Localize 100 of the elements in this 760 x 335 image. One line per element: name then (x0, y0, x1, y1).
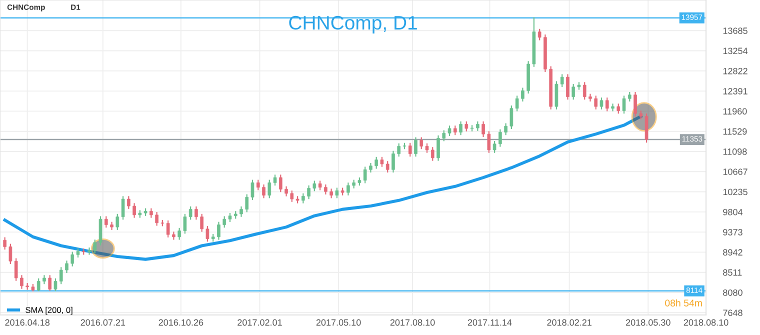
candlestick (600, 98, 604, 110)
candlestick (392, 150, 395, 172)
candlestick (374, 156, 378, 169)
candlestick (572, 84, 576, 100)
y-tick-label: 9804 (723, 208, 743, 216)
candlestick (54, 278, 58, 292)
candlestick (290, 190, 294, 202)
candlestick (408, 142, 412, 157)
y-tick-label: 9373 (723, 229, 742, 236)
candlestick (110, 222, 114, 230)
candlestick (588, 94, 592, 102)
candlestick (88, 248, 91, 255)
candlestick (116, 214, 120, 230)
candlestick (36, 278, 40, 292)
candlestick (222, 216, 226, 228)
candlestick (250, 180, 254, 200)
candlestick (178, 228, 181, 240)
x-tick-label: 2018.08.10 (684, 319, 728, 326)
candlestick (634, 92, 637, 116)
candlestick (420, 137, 424, 150)
candlestick (504, 123, 508, 136)
x-tick-label: 2016.07.21 (80, 319, 126, 326)
candlestick (127, 196, 130, 209)
candlestick (121, 196, 125, 220)
candlestick (335, 188, 339, 198)
legend-label: SMA [200, 0] (26, 306, 72, 315)
y-tick-label: 7648 (723, 310, 742, 316)
candlestick (183, 214, 187, 234)
candlestick (430, 147, 434, 161)
annotation: 08h 54m (665, 299, 702, 306)
candlestick (566, 74, 570, 100)
candlestick (560, 74, 564, 87)
candlestick (14, 258, 18, 281)
y-tick-label: 13254 (723, 48, 748, 54)
candlestick (8, 244, 12, 264)
candlestick (459, 121, 462, 136)
candlestick (104, 216, 108, 228)
candlestick (70, 252, 74, 266)
candlestick (200, 214, 204, 232)
candlestick (346, 182, 350, 196)
candlestick (448, 126, 452, 136)
candlestick (172, 232, 176, 240)
y-tick-label: 8511 (723, 269, 742, 276)
text: CHNComp, D1 (289, 16, 417, 34)
candlestick (132, 203, 136, 218)
candlestick (538, 28, 542, 40)
candlestick (397, 143, 401, 157)
candlestick (65, 260, 68, 273)
x-tick-label: 2017.08.10 (390, 319, 435, 326)
x-tick-label: 2018.05.30 (626, 319, 670, 326)
candlestick (482, 121, 485, 137)
candlestick (386, 161, 390, 172)
candlestick (194, 206, 198, 220)
candlestick (521, 88, 524, 102)
y-tick-label: 12822 (723, 68, 748, 74)
candlestick (436, 135, 440, 161)
candlestick (93, 240, 97, 254)
y-tick-label: 12391 (723, 88, 748, 94)
candlestick (414, 137, 418, 157)
y-tick-label: 8080 (723, 289, 742, 296)
candlestick (611, 104, 614, 112)
y-tick-label: 11098 (723, 148, 747, 155)
y-tick-label: 11960 (723, 108, 747, 115)
x-tick-label: 2017.05.10 (316, 319, 361, 326)
candlestick (487, 131, 491, 153)
candlestick (498, 129, 502, 147)
candlestick (515, 96, 519, 112)
candlestick (262, 184, 266, 198)
candlestick (644, 113, 648, 143)
x-tick-label: 2016.10.26 (158, 319, 204, 326)
candlestick (48, 275, 52, 291)
candlestick (363, 166, 367, 184)
candlestick (3, 237, 6, 250)
candlestick (217, 222, 220, 240)
candlestick (510, 106, 514, 130)
candlestick (245, 194, 249, 212)
y-tick-label: 10667 (723, 168, 748, 175)
x-tick-label: 2017.02.01 (238, 319, 282, 326)
candlestick (268, 180, 272, 198)
candlestick (605, 98, 609, 112)
x-tick-label: 2017.11.14 (468, 319, 512, 326)
x-tick-label: 2016.04.18 (5, 319, 50, 326)
y-tick-label: 11529 (723, 128, 747, 135)
candlestick (256, 180, 260, 190)
candlestick (278, 174, 282, 192)
candlestick (594, 96, 598, 110)
candlestick (582, 82, 586, 100)
candlestick (273, 174, 277, 186)
candlestick (206, 226, 210, 242)
candlestick (554, 81, 558, 110)
candlestick (442, 130, 446, 142)
candlestick (492, 141, 496, 153)
y-tick-label: 10235 (723, 188, 748, 196)
candlestick (622, 96, 626, 114)
candlestick (59, 267, 63, 284)
candlestick (188, 206, 192, 220)
candlestick (166, 220, 170, 238)
candlestick (307, 185, 310, 200)
candlestick (155, 212, 158, 226)
candlestick (240, 206, 243, 217)
